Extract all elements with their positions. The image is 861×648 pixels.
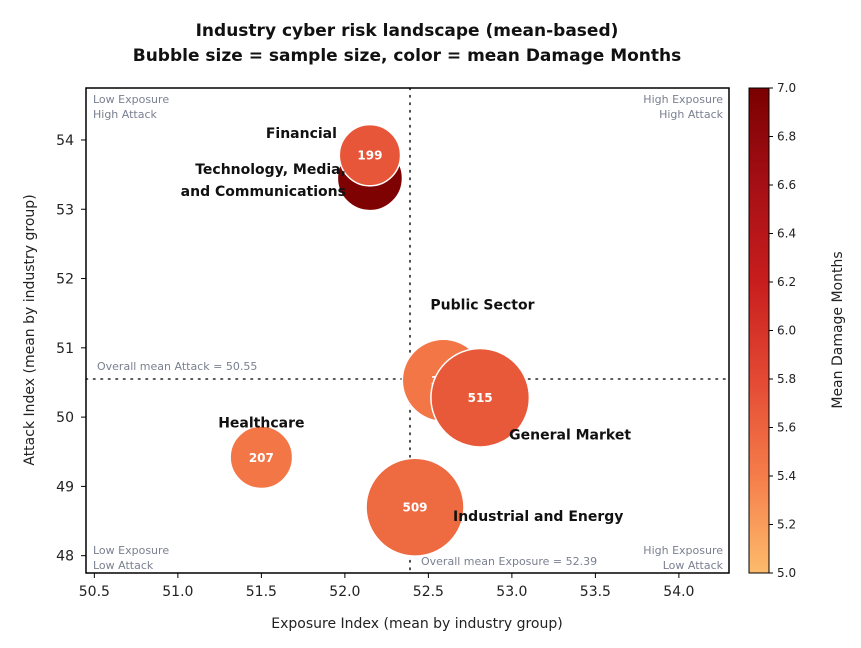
x-tick-label: 54.0 [663,584,694,600]
bubble-value-label: 207 [249,451,274,465]
y-tick-label: 50 [56,410,74,426]
chart-subtitle: Bubble size = sample size, color = mean … [133,46,682,66]
x-tick-label: 53.0 [496,584,527,600]
colorbar: 5.0 5.2 5.4 5.6 5.8 6.0 6.2 6.4 6.6 6.8 7.0 [748,81,796,580]
x-tick-label: 50.5 [79,584,110,600]
group-label: and Communications [181,184,346,200]
mean-attack-label: Overall mean Attack = 50.55 [97,360,257,373]
x-tick-label: 52.5 [413,584,444,600]
bubble [430,347,531,448]
quadrant-label-top-right: High Exposure [643,93,723,106]
quadrant-label-top-right: High Attack [659,108,724,121]
colorbar-tick-label: 6.4 [777,227,796,241]
x-axis-label: Exposure Index (mean by industry group) [271,616,562,632]
chart-title: Industry cyber risk landscape (mean-base… [196,21,619,41]
bubble-value-label: 515 [468,391,493,405]
y-tick-label: 49 [56,479,74,495]
x-tick-label: 51.0 [162,584,193,600]
plot-area: 50.5 51.0 51.5 52.0 52.5 53.0 53.5 54.0 48 49 50 51… [56,87,730,600]
colorbar-tick-label: 7.0 [777,81,796,95]
colorbar-tick-label: 5.6 [777,421,796,435]
colorbar-tick-label: 6.6 [777,178,796,192]
x-tick-label: 52.0 [329,584,360,600]
colorbar-label: Mean Damage Months [830,251,846,408]
colorbar-tick-label: 5.8 [777,372,796,386]
colorbar-tick-label: 5.4 [777,469,796,483]
group-label: Healthcare [218,415,304,431]
bubble [365,457,465,557]
y-tick-label: 48 [56,549,74,565]
y-tick-label: 51 [56,341,74,357]
group-label: Public Sector [430,297,534,313]
group-label: Technology, Media, [195,162,346,178]
y-tick-label: 53 [56,202,74,218]
quadrant-label-bottom-left: Low Exposure [93,544,169,557]
group-label: Industrial and Energy [453,509,623,525]
mean-exposure-label: Overall mean Exposure = 52.39 [421,555,597,568]
colorbar-tick-label: 6.0 [777,324,796,338]
y-tick-label: 52 [56,272,74,288]
group-label: Financial [266,126,337,142]
bubble [229,425,294,490]
group-label: General Market [509,428,631,444]
colorbar-tick-label: 5.0 [777,566,796,580]
colorbar-tick-label: 5.2 [777,518,796,532]
bubble-value-label: 509 [402,501,427,515]
x-tick-label: 51.5 [246,584,277,600]
quadrant-label-bottom-left: Low Attack [93,559,154,572]
quadrant-label-bottom-right: Low Attack [663,559,724,572]
quadrant-label-top-left: Low Exposure [93,93,169,106]
bubble-value-label: 199 [357,149,382,163]
plot-frame [85,87,730,574]
quadrant-label-top-left: High Attack [93,108,158,121]
colorbar-tick-label: 6.2 [777,275,796,289]
colorbar-tick-label: 6.8 [777,130,796,144]
y-tick-label: 54 [56,133,74,149]
y-axis-label: Attack Index (mean by industry group) [22,194,38,465]
bubble [338,123,402,187]
x-tick-label: 53.5 [580,584,611,600]
colorbar-scale [748,87,770,574]
quadrant-label-bottom-right: High Exposure [643,544,723,557]
